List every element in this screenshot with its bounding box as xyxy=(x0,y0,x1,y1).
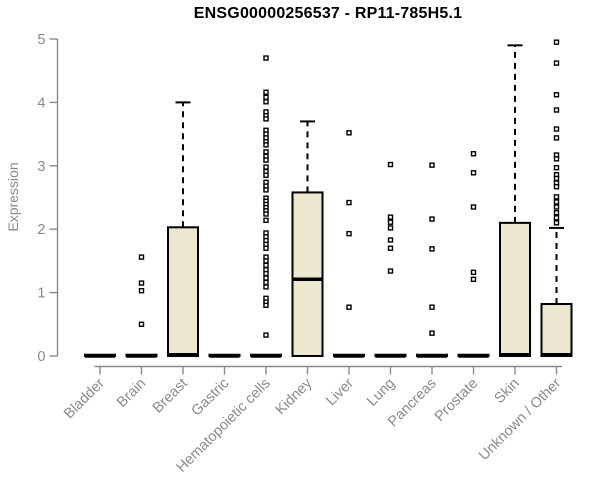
y-tick-label: 0 xyxy=(37,349,45,365)
outlier-point xyxy=(470,269,477,276)
outlier-point xyxy=(553,220,560,226)
x-category-label: Lung xyxy=(364,376,398,410)
outlier-point xyxy=(346,230,352,237)
outlier-point xyxy=(138,280,145,286)
outlier-point xyxy=(553,156,560,162)
y-tick-label: 1 xyxy=(37,286,45,302)
outlier-point xyxy=(263,270,269,277)
outlier-point xyxy=(429,330,435,336)
outlier-point xyxy=(553,60,560,66)
boxplot-prostate xyxy=(457,151,490,358)
outlier-point xyxy=(263,211,269,217)
outlier-point xyxy=(553,210,560,216)
boxplot-skin xyxy=(499,44,531,357)
outlier-point xyxy=(263,149,269,155)
outlier-point xyxy=(263,55,269,61)
x-category-label: Brain xyxy=(114,376,149,411)
outlier-point xyxy=(346,304,352,310)
outlier-point xyxy=(263,99,269,105)
outlier-point xyxy=(346,199,352,206)
y-tick-label: 4 xyxy=(37,95,45,111)
outlier-point xyxy=(263,89,269,95)
x-category-label: Prostate xyxy=(432,376,481,425)
y-tick-label: 2 xyxy=(37,222,45,238)
outlier-point xyxy=(387,161,394,168)
outlier-point xyxy=(553,39,560,45)
outlier-point xyxy=(387,219,394,225)
outlier-point xyxy=(263,157,269,163)
x-category-label: Bladder xyxy=(61,375,108,422)
outlier-point xyxy=(263,187,269,193)
outlier-point xyxy=(263,275,269,281)
outlier-point xyxy=(553,107,560,113)
iqr-box xyxy=(291,191,324,357)
outlier-point xyxy=(263,217,269,224)
boxplot-lung xyxy=(374,161,407,358)
boxplot-hematopoietic-cells xyxy=(250,55,282,358)
outlier-point xyxy=(470,276,477,282)
outlier-point xyxy=(263,172,269,179)
outlier-point xyxy=(263,302,269,308)
outlier-point xyxy=(470,204,477,210)
outlier-point xyxy=(138,254,145,260)
outlier-point xyxy=(263,245,269,251)
y-tick-label: 5 xyxy=(37,32,45,48)
chart-title: ENSG00000256537 - RP11-785H5.1 xyxy=(193,5,463,22)
boxplot-gastric xyxy=(208,353,241,358)
outlier-point xyxy=(553,194,560,200)
outlier-point xyxy=(553,135,560,141)
outlier-point xyxy=(553,165,560,171)
outlier-point xyxy=(429,216,435,222)
outlier-point xyxy=(387,245,394,251)
outlier-point xyxy=(387,268,394,274)
outlier-point xyxy=(138,321,145,327)
outlier-point xyxy=(553,215,560,221)
outlier-point xyxy=(387,225,394,231)
x-category-label: Liver xyxy=(323,375,357,409)
outlier-point xyxy=(263,279,269,286)
iqr-box xyxy=(499,221,531,357)
outlier-point xyxy=(263,94,269,101)
outlier-point xyxy=(429,304,435,310)
outlier-point xyxy=(138,287,145,294)
outlier-point xyxy=(263,142,269,148)
boxplot-breast xyxy=(167,101,199,357)
outlier-point xyxy=(263,284,269,290)
boxplot-unknown-other xyxy=(540,39,573,357)
x-category-label: Skin xyxy=(492,376,523,407)
outlier-point xyxy=(553,175,560,182)
outlier-point xyxy=(263,116,269,122)
boxplot-kidney xyxy=(291,120,324,357)
outlier-point xyxy=(470,151,477,157)
outlier-point xyxy=(346,130,352,136)
outlier-point xyxy=(387,237,394,243)
iqr-box xyxy=(540,303,573,357)
iqr-box xyxy=(167,226,199,357)
outlier-point xyxy=(553,92,560,98)
x-category-label: Kidney xyxy=(273,375,316,418)
outlier-point xyxy=(553,184,560,190)
boxplot-liver xyxy=(333,130,365,358)
y-tick-label: 3 xyxy=(37,159,45,175)
outlier-point xyxy=(263,332,269,338)
outlier-point xyxy=(553,126,560,132)
outlier-point xyxy=(263,258,269,264)
outlier-point xyxy=(553,199,560,205)
axes xyxy=(49,38,562,375)
outlier-point xyxy=(553,204,560,210)
outlier-point xyxy=(263,262,269,269)
outlier-point xyxy=(263,164,269,170)
boxplot-brain xyxy=(125,254,158,358)
outlier-point xyxy=(387,214,394,220)
outlier-point xyxy=(470,170,477,176)
outlier-point xyxy=(429,246,435,252)
x-category-label: Breast xyxy=(150,376,191,417)
boxplot-pancreas xyxy=(416,162,448,358)
boxplot-bladder xyxy=(84,353,116,358)
outlier-point xyxy=(429,162,435,168)
